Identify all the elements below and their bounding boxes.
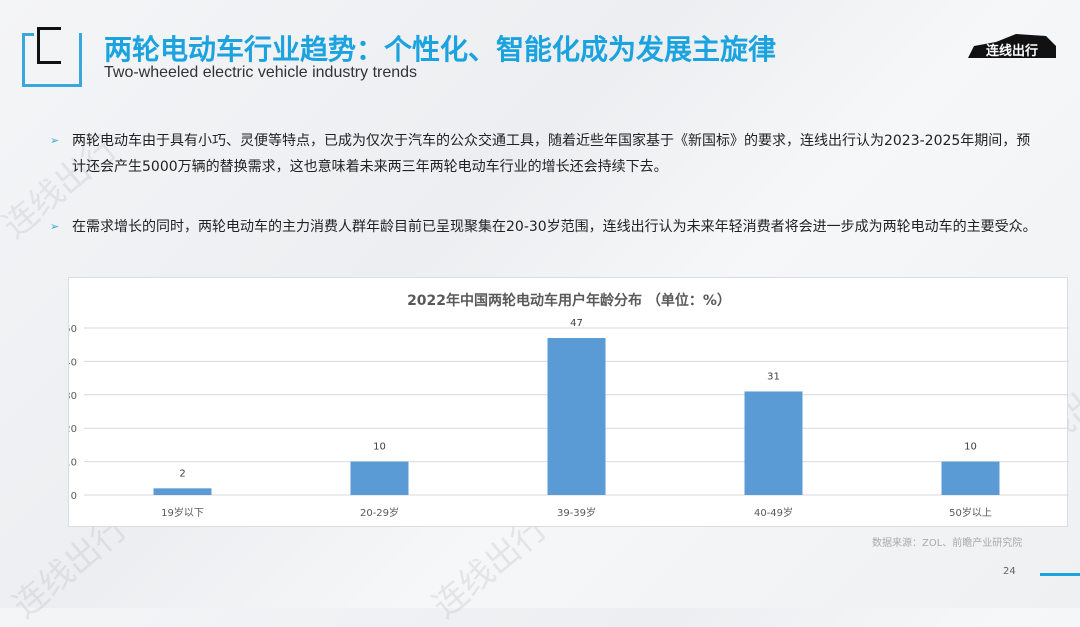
data-label: 31 — [767, 371, 780, 382]
y-tick-label: 20 — [69, 424, 77, 435]
bar — [350, 461, 409, 495]
title-bracket-black — [37, 27, 61, 64]
bullet-text: 在需求增长的同时，两轮电动车的主力消费人群年龄目前已呈现聚集在20-30岁范围，… — [72, 219, 1037, 235]
y-tick-label: 50 — [69, 324, 77, 335]
bar — [744, 391, 803, 495]
y-tick-label: 10 — [69, 458, 77, 469]
x-tick-label: 20-29岁 — [360, 506, 399, 519]
data-label: 47 — [570, 318, 583, 329]
bullet-text: 两轮电动车由于具有小巧、灵便等特点，已成为仅次于汽车的公众交通工具，随着近些年国… — [72, 133, 1031, 175]
bar-chart: 2022年中国两轮电动车用户年龄分布 （单位：%） 0 10 20 30 40 50 2 19… — [69, 292, 1069, 519]
bar — [547, 338, 606, 495]
brand-logo: 连线出行 — [966, 32, 1058, 62]
bullet-arrow-icon: ➢ — [50, 134, 60, 147]
bullet-1: ➢ 两轮电动车由于具有小巧、灵便等特点，已成为仅次于汽车的公众交通工具，随着近些年… — [50, 128, 1040, 180]
x-tick-label: 50岁以上 — [949, 506, 992, 519]
bar — [153, 488, 212, 495]
y-tick-label: 40 — [69, 357, 77, 368]
y-tick-label: 30 — [69, 391, 77, 402]
page-title: 两轮电动车行业趋势：个性化、智能化成为发展主旋律 — [104, 33, 777, 66]
page-subtitle: Two-wheeled electric vehicle industry tr… — [104, 64, 418, 81]
page-accent-bar — [1040, 573, 1080, 576]
x-tick-label: 19岁以下 — [161, 506, 204, 519]
chart-container: 2022年中国两轮电动车用户年龄分布 （单位：%） 0 10 20 30 40 50 2 19… — [68, 277, 1069, 527]
chart-title: 2022年中国两轮电动车用户年龄分布 （单位：%） — [407, 292, 731, 309]
bullet-arrow-icon: ➢ — [50, 220, 60, 233]
page-number: 24 — [1003, 566, 1016, 577]
x-tick-label: 39-39岁 — [557, 506, 596, 519]
data-label: 10 — [373, 442, 386, 453]
bullet-2: ➢ 在需求增长的同时，两轮电动车的主力消费人群年龄目前已呈现聚集在20-30岁范围… — [50, 214, 1040, 240]
title-bracket-blue — [22, 33, 82, 87]
y-tick-label: 0 — [71, 491, 77, 502]
data-label: 10 — [964, 442, 977, 453]
x-tick-label: 40-49岁 — [754, 506, 793, 519]
data-source: 数据来源：ZOL、前瞻产业研究院 — [872, 538, 1023, 549]
svg-text:连线出行: 连线出行 — [986, 43, 1038, 59]
bar — [941, 461, 1000, 495]
title-bracket-blue-edge — [22, 33, 25, 87]
data-label: 2 — [179, 468, 185, 479]
title-bracket-blue-top — [22, 33, 34, 36]
